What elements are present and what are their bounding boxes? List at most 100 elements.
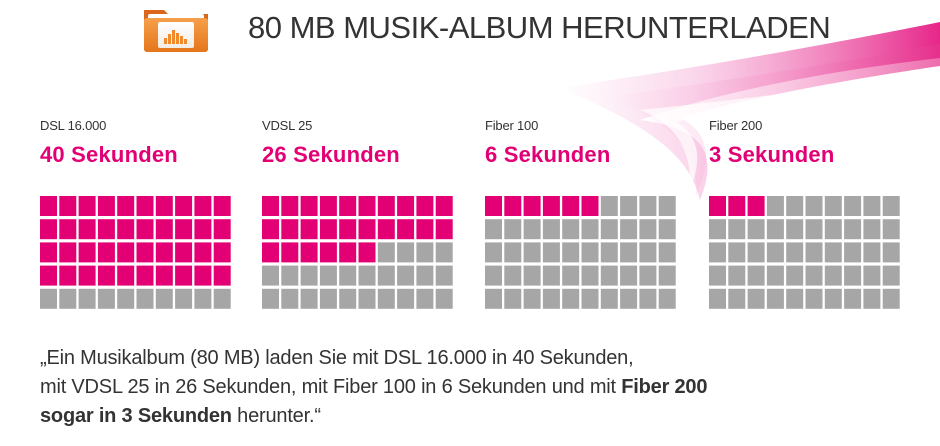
waffle-cell-empty — [766, 265, 784, 286]
waffle-cell-empty — [639, 288, 657, 309]
waffle-cell-empty — [658, 219, 676, 240]
waffle-cell-filled — [59, 265, 77, 286]
waffle-cell-filled — [155, 196, 173, 216]
waffle-cell-empty — [523, 265, 541, 286]
waffle-cell-empty — [435, 242, 453, 263]
waffle-cell-filled — [504, 196, 522, 216]
waffle-cell-empty — [175, 288, 193, 309]
waffle-cell-empty — [600, 219, 618, 240]
waffle-cell-filled — [339, 196, 357, 216]
panel-time: 26 Sekunden — [262, 142, 400, 167]
waffle-cell-empty — [281, 288, 299, 309]
quote-line-2-text: mit VDSL 25 in 26 Sekunden, mit Fiber 10… — [40, 376, 622, 398]
panel-label: DSL 16.000 — [40, 118, 107, 133]
waffle-cell-empty — [213, 288, 231, 309]
waffle-cell-empty — [485, 219, 502, 240]
waffle-cell-empty — [562, 288, 580, 309]
waffle-cell-empty — [319, 265, 337, 286]
panel-label: Fiber 100 — [485, 118, 539, 133]
waffle-cell-empty — [581, 265, 599, 286]
waffle-cell-empty — [863, 196, 881, 216]
waffle-cell-empty — [523, 219, 541, 240]
waffle-cell-filled — [136, 219, 154, 240]
waffle-cell-filled — [300, 242, 318, 263]
waffle-cell-empty — [882, 288, 900, 309]
waffle-cell-empty — [562, 242, 580, 263]
waffle-cell-empty — [40, 288, 57, 309]
waffle-grid — [262, 196, 453, 309]
waffle-cell-filled — [213, 265, 231, 286]
waffle-cell-empty — [747, 288, 765, 309]
waffle-cell-empty — [882, 265, 900, 286]
waffle-cell-filled — [562, 196, 580, 216]
waffle-cell-empty — [416, 242, 434, 263]
waffle-cell-filled — [397, 219, 415, 240]
waffle-cell-empty — [805, 196, 823, 216]
waffle-cell-empty — [882, 242, 900, 263]
waffle-cell-empty — [747, 219, 765, 240]
quote-line-3-text: herunter.“ — [231, 405, 321, 427]
waffle-cell-filled — [40, 219, 57, 240]
waffle-cell-empty — [639, 242, 657, 263]
waffle-cell-empty — [658, 196, 676, 216]
panel-time: 40 Sekunden — [40, 142, 178, 167]
waffle-cell-filled — [262, 196, 279, 216]
quote-line-2: mit VDSL 25 in 26 Sekunden, mit Fiber 10… — [40, 373, 920, 402]
music-folder-icon — [140, 4, 212, 54]
waffle-cell-filled — [435, 196, 453, 216]
waffle-cell-empty — [136, 288, 154, 309]
waffle-cell-filled — [728, 196, 746, 216]
waffle-grid — [709, 196, 900, 309]
waffle-cell-filled — [40, 242, 57, 263]
waffle-cell-empty — [59, 288, 77, 309]
waffle-cell-filled — [435, 219, 453, 240]
waffle-cell-empty — [786, 242, 804, 263]
waffle-cell-filled — [262, 242, 279, 263]
waffle-cell-filled — [194, 265, 212, 286]
waffle-cell-empty — [658, 288, 676, 309]
waffle-cell-empty — [766, 242, 784, 263]
waffle-cell-empty — [600, 196, 618, 216]
waffle-cell-empty — [786, 265, 804, 286]
waffle-cell-empty — [485, 242, 502, 263]
waffle-cell-empty — [844, 219, 862, 240]
waffle-cell-empty — [824, 265, 842, 286]
waffle-cell-filled — [485, 196, 502, 216]
waffle-cell-empty — [863, 219, 881, 240]
waffle-cell-empty — [377, 288, 395, 309]
waffle-cell-empty — [728, 288, 746, 309]
waffle-cell-empty — [620, 242, 638, 263]
waffle-cell-empty — [620, 196, 638, 216]
waffle-cell-filled — [40, 196, 57, 216]
waffle-cell-empty — [504, 242, 522, 263]
waffle-cell-filled — [281, 196, 299, 216]
waffle-cell-empty — [562, 219, 580, 240]
waffle-cell-empty — [728, 265, 746, 286]
waffle-cell-empty — [882, 219, 900, 240]
waffle-cell-empty — [600, 265, 618, 286]
waffle-cell-filled — [78, 265, 96, 286]
waffle-cell-filled — [709, 196, 726, 216]
waffle-cell-empty — [416, 265, 434, 286]
waffle-cell-filled — [581, 196, 599, 216]
waffle-cell-empty — [339, 288, 357, 309]
waffle-cell-filled — [175, 219, 193, 240]
waffle-cell-empty — [824, 196, 842, 216]
waffle-cell-empty — [863, 242, 881, 263]
waffle-cell-filled — [175, 265, 193, 286]
waffle-cell-empty — [300, 265, 318, 286]
waffle-cell-filled — [194, 219, 212, 240]
waffle-cell-empty — [542, 288, 560, 309]
quote-line-3-bold: sogar in 3 Sekunden — [40, 405, 232, 427]
waffle-cell-empty — [728, 242, 746, 263]
waffle-cell-filled — [194, 242, 212, 263]
waffle-cell-filled — [281, 242, 299, 263]
waffle-cell-empty — [581, 219, 599, 240]
waffle-cell-filled — [117, 196, 135, 216]
quote-line-1: „Ein Musikalbum (80 MB) laden Sie mit DS… — [40, 347, 634, 369]
waffle-cell-empty — [709, 219, 726, 240]
waffle-cell-empty — [709, 265, 726, 286]
waffle-cell-filled — [319, 242, 337, 263]
waffle-cell-empty — [766, 196, 784, 216]
